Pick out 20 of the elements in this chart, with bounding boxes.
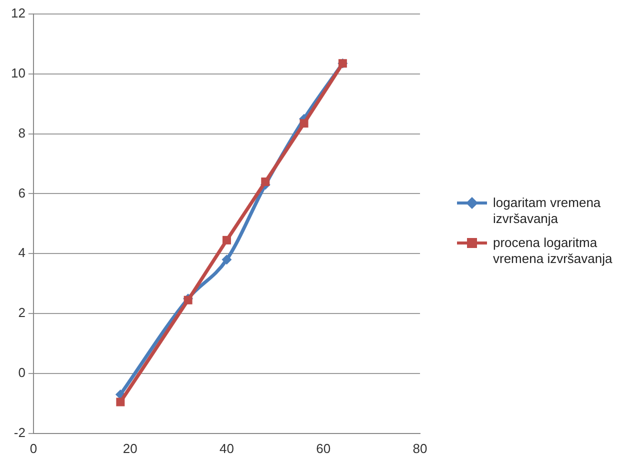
point <box>261 178 270 186</box>
x-tick-label: 60 <box>316 440 331 456</box>
point <box>222 254 232 265</box>
y-tick-label: 4 <box>18 245 26 260</box>
point <box>222 236 231 244</box>
y-tick-label: 8 <box>18 125 26 140</box>
y-tick-label: 0 <box>18 365 26 380</box>
x-tick-label: 20 <box>122 440 138 456</box>
y-tick-label: 12 <box>10 6 26 21</box>
x-tick-label: 80 <box>412 440 428 456</box>
legend-label: logaritam vremena izvršavanja <box>493 195 602 227</box>
x-tick-label: 40 <box>219 440 234 456</box>
point <box>116 398 125 406</box>
point <box>300 119 308 128</box>
x-tick-label: 0 <box>30 440 38 456</box>
y-tick-label: 6 <box>18 185 26 200</box>
y-tick-label: -2 <box>14 424 26 440</box>
legend-label: procena logaritma vremena izvršavanja <box>493 235 614 267</box>
y-tick-label: 10 <box>10 65 26 80</box>
y-tick-label: 2 <box>18 305 26 320</box>
